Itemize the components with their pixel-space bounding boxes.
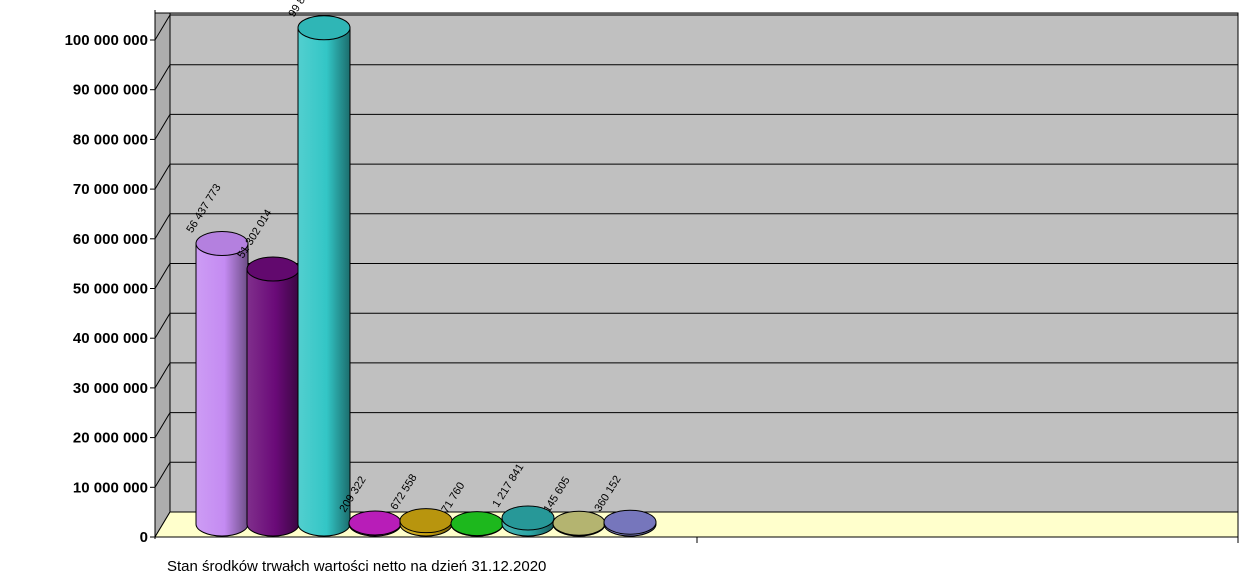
bar [603, 509, 657, 537]
gridline [154, 14, 1238, 41]
bar [246, 256, 300, 537]
gridline [154, 213, 1238, 240]
bar [195, 231, 249, 537]
y-tick-label: 50 000 000 [73, 281, 148, 298]
y-tick-label: 100 000 000 [65, 32, 148, 49]
bar-top [348, 510, 402, 536]
bar-top [603, 509, 657, 535]
bar-body [195, 243, 249, 537]
bar [297, 15, 351, 537]
gridline [154, 263, 1238, 289]
bar [348, 510, 402, 537]
bar-top [297, 15, 351, 41]
bars [195, 15, 657, 537]
y-tick-label: 90 000 000 [73, 82, 148, 99]
bar-top [501, 505, 555, 531]
gridline [154, 461, 1238, 488]
y-tick-label: 0 [140, 529, 148, 546]
y-tick-label: 70 000 000 [73, 181, 148, 198]
gridline [154, 412, 1238, 438]
bar [501, 505, 555, 537]
bar-top [195, 231, 249, 257]
side-wall [154, 12, 171, 539]
bar [450, 511, 504, 537]
gridline [154, 64, 1238, 90]
bar [399, 508, 453, 537]
gridline [154, 362, 1238, 389]
bar-top [246, 256, 300, 282]
axes [154, 10, 1239, 543]
y-tick-label: 30 000 000 [73, 380, 148, 397]
gridline [154, 163, 1238, 190]
y-tick-label: 60 000 000 [73, 231, 148, 248]
gridlines [154, 14, 1238, 488]
y-tick-label: 20 000 000 [73, 430, 148, 447]
y-tick-label: 80 000 000 [73, 131, 148, 148]
gridline [154, 113, 1238, 140]
bar-body [246, 268, 300, 537]
gridline [154, 312, 1238, 339]
y-tick-label: 10 000 000 [73, 479, 148, 496]
bar-body [297, 27, 351, 537]
bar-top [552, 510, 606, 536]
bar-top [450, 511, 504, 537]
bar [552, 510, 606, 537]
x-category-label: Stan środków trwałch wartości netto na d… [167, 558, 546, 575]
y-axis-ticks: 0 10 000 000 20 000 000 30 000 000 40 000 00… [65, 32, 155, 546]
y-tick-label: 40 000 000 [73, 330, 148, 347]
